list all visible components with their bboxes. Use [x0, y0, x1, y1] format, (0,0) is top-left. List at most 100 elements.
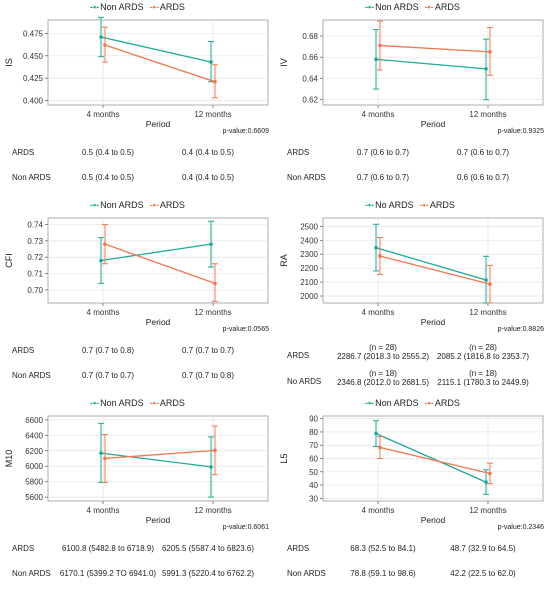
data-point — [484, 480, 488, 484]
legend-swatch: -•- — [90, 200, 100, 210]
y-tick-label: 60 — [309, 455, 318, 464]
table-cell: 0.6 (0.6 to 0.7) — [433, 173, 533, 182]
table-cell-value: 0.5 (0.4 to 0.5) — [81, 148, 135, 157]
chart-svg: 5600 5800 6000 6200 6400 6600 4 months 12 month… — [4, 415, 269, 525]
legend: -•-Non ARDS -•-ARDS — [90, 2, 270, 12]
table-cell: 0.7 (0.6 to 0.7) — [333, 173, 433, 182]
table-cell: 42.2 (22.5 to 62.0) — [433, 569, 533, 578]
legend: -•-Non ARDS -•-ARDS — [365, 2, 545, 12]
y-tick-label: 2000 — [300, 292, 318, 301]
legend-label: Non ARDS — [100, 200, 144, 210]
legend-swatch: -•- — [365, 398, 375, 408]
chart-svg: 2000 2100 2200 2300 2400 2500 4 months 12 month… — [279, 217, 544, 327]
chart-svg: 0.70 0.71 0.72 0.73 0.74 4 months 12 months Per… — [4, 217, 269, 327]
series-line — [375, 58, 487, 70]
table-row-label: No ARDS — [287, 377, 322, 386]
y-axis-title: IS — [4, 58, 14, 67]
y-tick-label: 0.70 — [27, 286, 43, 295]
data-point — [484, 278, 488, 282]
table-row-label: Non ARDS — [287, 173, 326, 182]
x-tick-label: 4 months — [362, 506, 395, 515]
table-cell: 6205.5 (5587.4 to 6823.6) — [158, 544, 258, 553]
data-point — [488, 50, 492, 54]
table-cell: 6170.1 (5399.2 TO 6941.0) — [58, 569, 158, 578]
table-cell-value: 0.7 (0.7 to 0.8) — [181, 371, 235, 380]
table-cell-value: 68.3 (52.5 to 84.1) — [350, 544, 416, 553]
plot-frame — [47, 415, 269, 502]
table-cell-value: 0.7 (0.6 to 0.7) — [356, 148, 410, 157]
x-tick-label: 12 months — [469, 110, 506, 119]
legend-label: ARDS — [159, 200, 185, 210]
data-point — [374, 57, 378, 62]
table-cell-n: (n = 28) — [369, 343, 397, 352]
p-value-label: p-value:0.6061 — [222, 524, 269, 531]
summary-table: ARDS (n = 28) 2286.7 (2018.3 to 2555.2) (n … — [275, 338, 550, 396]
chart-panel-is: -•-Non ARDS -•-ARDS 0.400 0.425 0.450 0.475 4 … — [0, 0, 275, 198]
legend-swatch: -•- — [365, 200, 375, 210]
legend-swatch: -•- — [90, 398, 100, 408]
data-point — [213, 281, 217, 286]
series-line — [104, 243, 216, 284]
y-tick-label: 30 — [309, 494, 318, 503]
series-line — [104, 449, 216, 460]
legend-label: Non ARDS — [100, 2, 144, 12]
y-tick-label: 2500 — [300, 222, 318, 231]
x-tick-label: 4 months — [362, 110, 395, 119]
table-cell-value: 2085.2 (1816.8 to 2353.7) — [436, 352, 530, 361]
x-tick-label: 12 months — [194, 308, 231, 317]
table-cell: (n = 18) 2346.8 (2012.0 to 2681.5) — [333, 369, 433, 387]
x-axis-title: Period — [146, 119, 171, 129]
y-tick-label: 0.425 — [23, 74, 44, 83]
table-cell-value: 0.7 (0.7 to 0.7) — [81, 371, 135, 380]
legend-label: Non ARDS — [375, 398, 419, 408]
table-cell-n: (n = 28) — [469, 343, 497, 352]
table-cell-value: 0.7 (0.6 to 0.7) — [356, 173, 410, 182]
p-value-label: p-value:0.6609 — [222, 128, 269, 135]
table-cell: 0.7 (0.7 to 0.8) — [158, 371, 258, 380]
table-row-label: ARDS — [287, 148, 310, 157]
x-tick-label: 4 months — [362, 308, 395, 317]
y-tick-label: 70 — [309, 441, 318, 450]
table-cell-n: (n = 18) — [369, 369, 397, 378]
table-cell-value: 2286.7 (2018.3 to 2555.2) — [336, 352, 430, 361]
data-point — [488, 282, 492, 286]
data-point — [488, 471, 492, 476]
legend-swatch: -•- — [419, 200, 429, 210]
y-tick-label: 2200 — [300, 264, 318, 273]
table-cell-value: 48.7 (32.9 to 64.5) — [450, 544, 516, 553]
chart-svg: 0.62 0.64 0.66 0.68 4 months 12 months Period I… — [279, 19, 544, 129]
chart-panel-ra: -•-No ARDS -•-ARDS 2000 2100 2200 2300 2400 250… — [275, 198, 550, 396]
plot-frame — [47, 217, 269, 304]
y-tick-label: 2300 — [300, 250, 318, 259]
table-cell-value: 0.7 (0.6 to 0.7) — [456, 148, 510, 157]
y-tick-label: 40 — [309, 481, 318, 490]
x-tick-label: 12 months — [469, 308, 506, 317]
table-cell-n: (n = 18) — [469, 369, 497, 378]
y-tick-label: 50 — [309, 468, 318, 477]
y-axis-title: L5 — [279, 453, 289, 463]
data-point — [209, 60, 213, 64]
y-tick-label: 0.66 — [302, 53, 318, 62]
legend: -•-No ARDS -•-ARDS — [365, 200, 545, 210]
y-tick-label: 0.74 — [27, 221, 43, 230]
legend-swatch: -•- — [149, 2, 159, 12]
y-tick-label: 6000 — [25, 462, 43, 471]
table-cell-value: 42.2 (22.5 to 62.0) — [450, 569, 516, 578]
p-value-label: p-value:0.0565 — [222, 326, 269, 333]
legend-swatch: -•- — [149, 200, 159, 210]
legend: -•-Non ARDS -•-ARDS — [365, 398, 545, 408]
y-tick-label: 5600 — [25, 493, 43, 502]
table-cell: 0.5 (0.4 to 0.5) — [58, 173, 158, 182]
summary-table: ARDS 0.5 (0.4 to 0.5) 0.4 (0.4 to 0.5) Non … — [0, 140, 275, 198]
data-point — [209, 242, 213, 246]
table-cell-value: 0.4 (0.4 to 0.5) — [181, 148, 235, 157]
table-cell-value: 0.7 (0.7 to 0.8) — [81, 346, 135, 355]
y-tick-label: 2400 — [300, 236, 318, 245]
chart-panel-iv: -•-Non ARDS -•-ARDS 0.62 0.64 0.66 0.68 4 mont… — [275, 0, 550, 198]
table-row-label: ARDS — [12, 544, 35, 553]
data-point — [209, 465, 213, 469]
series-line — [100, 36, 212, 63]
table-row-label: ARDS — [12, 346, 35, 355]
summary-table: ARDS 0.7 (0.6 to 0.7) 0.7 (0.6 to 0.7) Non … — [275, 140, 550, 198]
table-cell: 48.7 (32.9 to 64.5) — [433, 544, 533, 553]
